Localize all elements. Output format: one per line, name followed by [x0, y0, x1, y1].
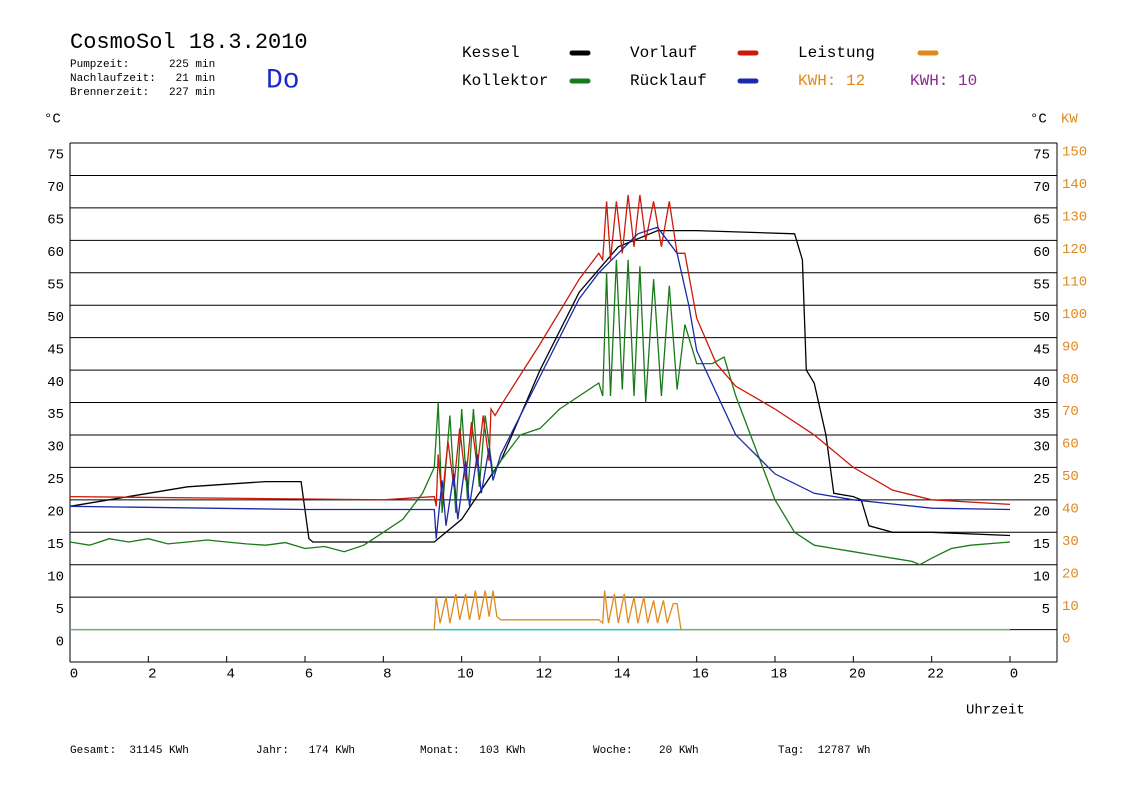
x-tick-label: 10 — [457, 667, 474, 683]
y2-tick-label: 40 — [1062, 502, 1079, 518]
y-tick-label-right: 20 — [1033, 505, 1050, 521]
y2-tick-label: 50 — [1062, 469, 1079, 485]
y2-tick-label: 100 — [1062, 307, 1087, 323]
x-tick-label: 18 — [771, 667, 788, 683]
series-line — [69, 194, 1011, 507]
y2-tick-label: 130 — [1062, 210, 1087, 226]
series-line — [69, 229, 1011, 543]
kwh-label: KWH: 12 — [798, 72, 865, 90]
legend-label: Leistung — [798, 44, 875, 62]
y-tick-label: 50 — [47, 310, 64, 326]
x-tick-label: 0 — [70, 667, 78, 683]
y-tick-label-right: 55 — [1033, 277, 1050, 293]
footer-stat: Tag: 12787 Wh — [778, 745, 870, 757]
y-tick-label: 70 — [47, 180, 64, 196]
y-tick-label-right: 35 — [1033, 407, 1050, 423]
chart-title: CosmoSol 18.3.2010 — [70, 30, 308, 55]
y-tick-label-right: 30 — [1033, 440, 1050, 456]
series-line — [70, 590, 1010, 631]
y2-tick-label: 30 — [1062, 534, 1079, 550]
footer-stat: Monat: 103 KWh — [420, 745, 526, 757]
y2-tick-label: 70 — [1062, 404, 1079, 420]
y-tick-label: 15 — [47, 537, 64, 553]
y-tick-label: 65 — [47, 213, 64, 229]
y-tick-label-right: 65 — [1033, 213, 1050, 229]
info-line: Pumpzeit: 225 min — [70, 59, 215, 71]
y-tick-label: 35 — [47, 407, 64, 423]
x-tick-label: 12 — [536, 667, 553, 683]
y-tick-label: 25 — [47, 472, 64, 488]
y-tick-label: 20 — [47, 505, 64, 521]
legend-label: Rücklauf — [630, 72, 707, 90]
footer-stat: Jahr: 174 KWh — [256, 745, 355, 757]
footer-stat: Woche: 20 KWh — [593, 745, 699, 757]
x-tick-label: 2 — [148, 667, 156, 683]
y2-tick-label: 80 — [1062, 372, 1079, 388]
weekday: Do — [266, 65, 300, 96]
x-tick-label: 6 — [305, 667, 313, 683]
x-tick-label: 8 — [383, 667, 391, 683]
y2-tick-label: 0 — [1062, 631, 1070, 647]
x-tick-label: 22 — [927, 667, 944, 683]
y2-tick-label: 110 — [1062, 274, 1087, 290]
legend-label: Kollektor — [462, 72, 548, 90]
x-tick-label: 4 — [226, 667, 234, 683]
y-tick-label: 45 — [47, 342, 64, 358]
y-axis-label-right: °C — [1030, 112, 1047, 128]
y-tick-label: 40 — [47, 375, 64, 391]
series-line — [69, 259, 1011, 566]
y-axis-label: °C — [44, 112, 61, 128]
series-line — [69, 226, 1011, 539]
x-tick-label: 0 — [1010, 667, 1018, 683]
y2-tick-label: 20 — [1062, 566, 1079, 582]
y-tick-label: 75 — [47, 148, 64, 164]
y-tick-label: 55 — [47, 277, 64, 293]
y2-tick-label: 90 — [1062, 339, 1079, 355]
y2-tick-label: 60 — [1062, 437, 1079, 453]
y-tick-label: 30 — [47, 440, 64, 456]
y-tick-label-right: 10 — [1033, 569, 1050, 585]
kwh-label: KWH: 10 — [910, 72, 977, 90]
y-tick-label-right: 60 — [1033, 245, 1050, 261]
y-tick-label-right: 50 — [1033, 310, 1050, 326]
y-tick-label: 5 — [56, 602, 64, 618]
x-tick-label: 16 — [692, 667, 709, 683]
y-tick-label: 60 — [47, 245, 64, 261]
y2-tick-label: 140 — [1062, 177, 1087, 193]
y-tick-label: 10 — [47, 569, 64, 585]
x-tick-label: 20 — [849, 667, 866, 683]
y-tick-label-right: 5 — [1042, 602, 1050, 618]
y-tick-label-right: 45 — [1033, 342, 1050, 358]
y2-axis-label: KW — [1061, 112, 1078, 128]
x-axis-label: Uhrzeit — [966, 703, 1025, 719]
y2-tick-label: 10 — [1062, 599, 1079, 615]
y-tick-label-right: 40 — [1033, 375, 1050, 391]
footer-stat: Gesamt: 31145 KWh — [70, 745, 189, 757]
y-tick-label-right: 25 — [1033, 472, 1050, 488]
x-tick-label: 14 — [614, 667, 631, 683]
y2-tick-label: 150 — [1062, 145, 1087, 161]
info-line: Nachlaufzeit: 21 min — [70, 73, 215, 85]
y-tick-label-right: 15 — [1033, 537, 1050, 553]
info-line: Brennerzeit: 227 min — [70, 87, 215, 99]
y-tick-label-right: 70 — [1033, 180, 1050, 196]
legend-label: Vorlauf — [630, 44, 697, 62]
y2-tick-label: 120 — [1062, 242, 1087, 258]
legend-label: Kessel — [462, 44, 520, 62]
y-tick-label-right: 75 — [1033, 148, 1050, 164]
y-tick-label: 0 — [56, 634, 64, 650]
